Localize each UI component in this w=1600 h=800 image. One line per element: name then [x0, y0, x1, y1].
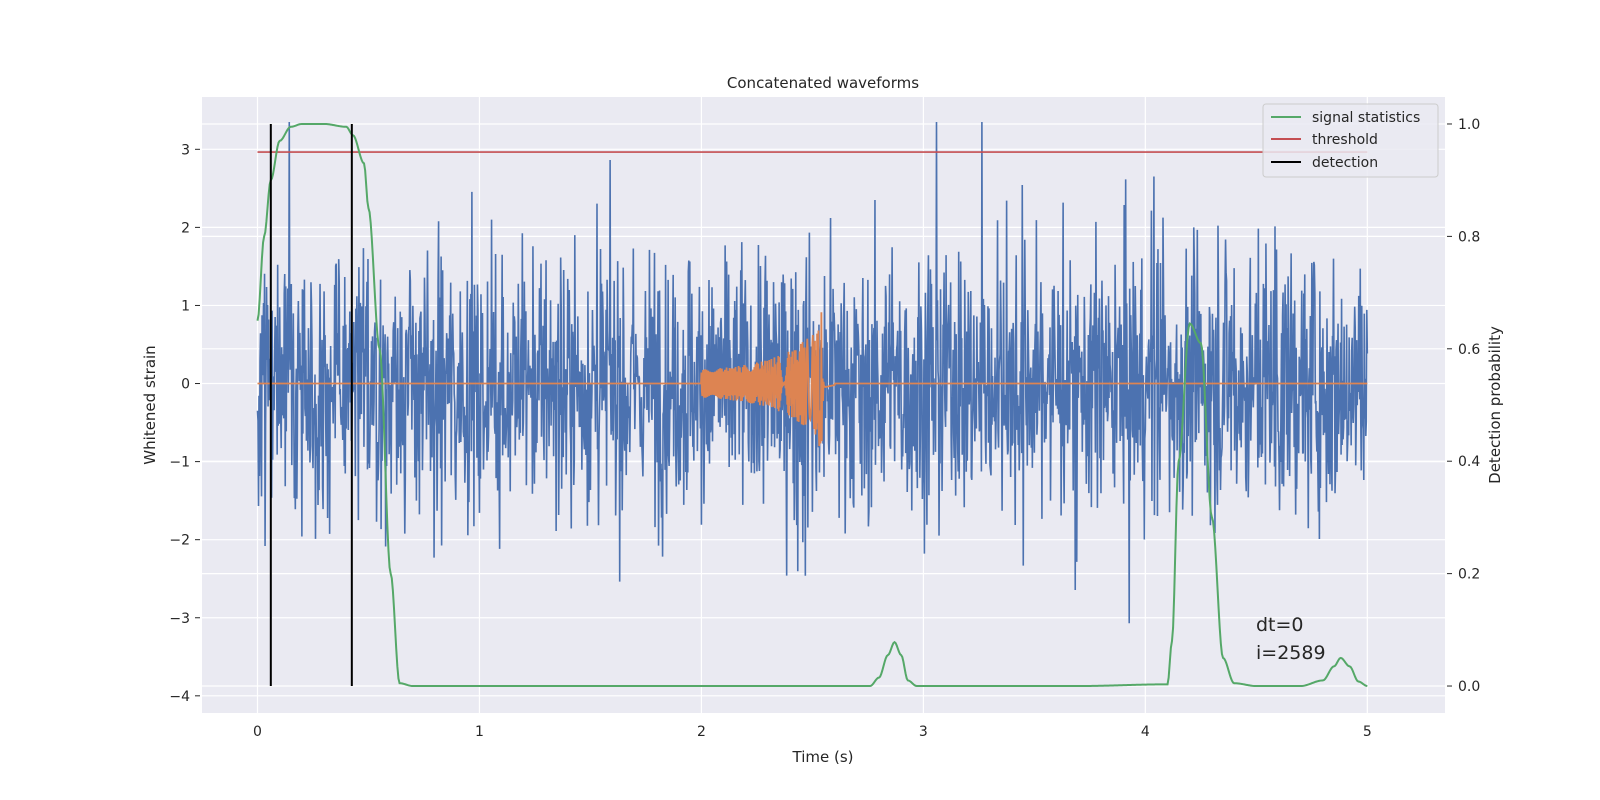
- y-tick-label: 0: [181, 377, 190, 393]
- y-tick-label: −3: [169, 611, 190, 627]
- y-tick-label: 1: [181, 298, 190, 314]
- x-tick-label: 2: [697, 724, 706, 740]
- y-tick-label: −2: [169, 533, 190, 549]
- y2-tick-label: 1.0: [1458, 117, 1480, 133]
- legend-label-detection: detection: [1312, 155, 1378, 171]
- template-series-line: [257, 312, 1368, 447]
- chart-title: Concatenated waveforms: [727, 74, 919, 92]
- tick-labels: 0 1 2 3 4 5 −4 −3 −2 −1 0 1 2 3 0.0 0.2 0.4 0.6 0.8 1.0: [169, 117, 1480, 740]
- y-tick-label: 3: [181, 142, 190, 158]
- y2-tick-label: 0.2: [1458, 567, 1480, 583]
- x-tick-label: 0: [253, 724, 262, 740]
- legend-label-signal: signal statistics: [1312, 110, 1420, 126]
- legend-label-threshold: threshold: [1312, 132, 1378, 148]
- x-tick-label: 3: [919, 724, 928, 740]
- y-tick-label: 2: [181, 220, 190, 236]
- signal-statistics-line: [256, 122, 1368, 688]
- annotation-dt: dt=0: [1256, 614, 1304, 636]
- x-axis-label: Time (s): [792, 748, 854, 766]
- strain-series-line: [256, 121, 1369, 624]
- grid-lines: [202, 97, 1445, 713]
- series-layer: [256, 121, 1369, 688]
- legend-box: [1262, 103, 1439, 178]
- y-tick-label: −1: [169, 455, 190, 471]
- y2-tick-label: 0.6: [1458, 342, 1480, 358]
- y2-tick-label: 0.4: [1458, 454, 1480, 470]
- y2-tick-label: 0.0: [1458, 679, 1480, 695]
- legend: signal statistics threshold detection: [1262, 103, 1439, 178]
- y2-axis-label: Detection probability: [1486, 326, 1504, 484]
- x-tick-label: 4: [1141, 724, 1150, 740]
- annotation-index: i=2589: [1256, 642, 1326, 664]
- y2-tick-label: 0.8: [1458, 229, 1480, 245]
- y-axis-label: Whitened strain: [141, 345, 159, 464]
- y-tick-label: −4: [169, 689, 190, 705]
- x-tick-label: 5: [1363, 724, 1372, 740]
- x-tick-label: 1: [475, 724, 484, 740]
